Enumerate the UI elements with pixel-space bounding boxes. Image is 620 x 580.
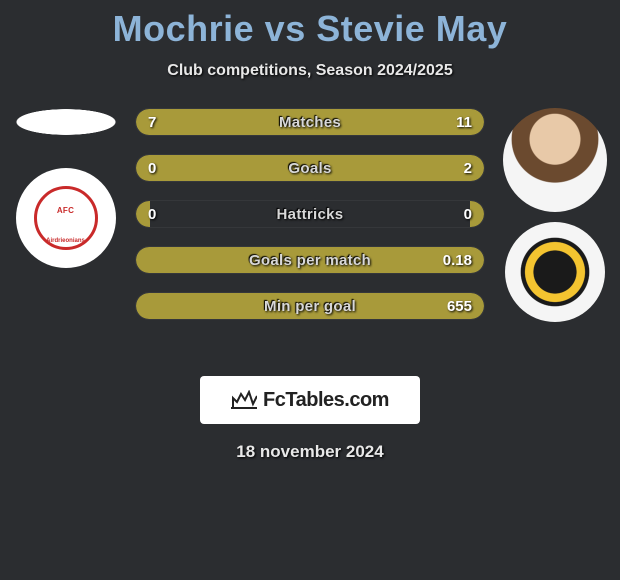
left-player-column: AFC Airdrieonians: [8, 108, 123, 268]
stat-bars: 711Matches 02Goals 00Hattricks 0.18Goals pe…: [135, 108, 485, 338]
stat-bar: 00Hattricks: [135, 200, 485, 228]
player-left-club-badge: AFC Airdrieonians: [16, 168, 116, 268]
source-logo: FcTables.com: [200, 376, 420, 424]
club-abbr: AFC: [57, 206, 74, 215]
stat-label: Goals per match: [136, 247, 484, 273]
stat-label: Goals: [136, 155, 484, 181]
stat-label: Hattricks: [136, 201, 484, 227]
subtitle: Club competitions, Season 2024/2025: [0, 62, 620, 80]
player-right-club-badge: [505, 222, 605, 322]
stat-label: Min per goal: [136, 293, 484, 319]
stat-bar: 655Min per goal: [135, 292, 485, 320]
fctables-icon: [231, 390, 257, 410]
right-player-column: [497, 108, 612, 322]
stat-bar: 0.18Goals per match: [135, 246, 485, 274]
stat-bar: 711Matches: [135, 108, 485, 136]
stat-bar: 02Goals: [135, 154, 485, 182]
club-name: Airdrieonians: [46, 238, 85, 244]
player-right-avatar: [503, 108, 607, 212]
date-label: 18 november 2024: [0, 442, 620, 462]
page-title: Mochrie vs Stevie May: [0, 0, 620, 50]
comparison-panel: AFC Airdrieonians 711Matches 02Goals 00Hat…: [0, 108, 620, 368]
player-left-avatar: [14, 108, 118, 158]
source-logo-text: FcTables.com: [263, 389, 389, 412]
stat-label: Matches: [136, 109, 484, 135]
